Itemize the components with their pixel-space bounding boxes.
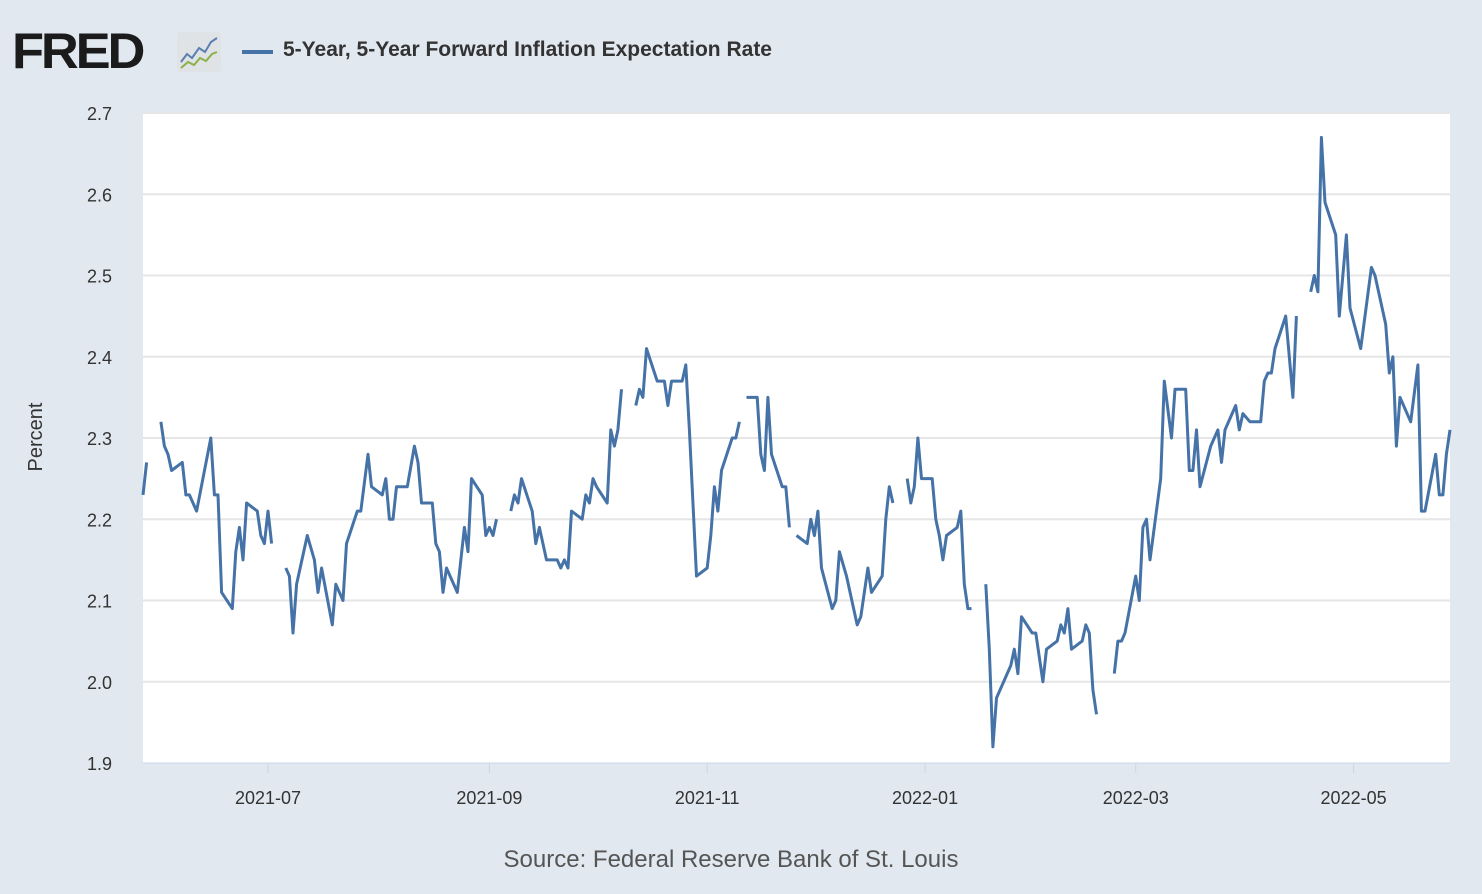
y-tick-label: 2.7 (87, 104, 112, 124)
series-line-segment (284, 444, 498, 635)
y-tick-label: 2.0 (87, 673, 112, 693)
x-tick-label: 2021-09 (456, 788, 522, 808)
series-line-segment (141, 462, 149, 496)
x-tick-label: 2021-11 (675, 788, 740, 808)
series-line-segment (905, 436, 972, 611)
series-line-segment (159, 421, 274, 611)
y-axis-label: Percent (25, 402, 47, 471)
y-tick-label: 2.2 (87, 510, 112, 530)
series-line-segment (984, 584, 1098, 749)
line-chart-icon (177, 32, 221, 72)
x-tick-label: 2022-03 (1103, 788, 1169, 808)
y-tick-label: 2.3 (87, 429, 112, 449)
series-line-segment (634, 347, 741, 578)
x-tick-label: 2022-01 (892, 788, 958, 808)
y-tick-label: 1.9 (87, 754, 112, 774)
source-note: Source: Federal Reserve Bank of St. Loui… (503, 846, 959, 873)
fred-logo[interactable]: FRED (12, 23, 145, 79)
y-tick-label: 2.5 (87, 267, 112, 287)
x-tick-label: 2021-07 (235, 788, 301, 808)
y-tick-label: 2.6 (87, 185, 112, 205)
x-tick-label: 2022-05 (1321, 788, 1387, 808)
series-line-segment (1112, 314, 1298, 674)
series-line-segment (1309, 135, 1452, 513)
legend-label: 5-Year, 5-Year Forward Inflation Expecta… (283, 38, 772, 61)
y-tick-label: 2.4 (87, 348, 112, 368)
series-line-segment (795, 485, 895, 627)
y-tick-label: 2.1 (87, 592, 112, 612)
legend-swatch (242, 50, 273, 54)
series-line-segment (509, 389, 623, 570)
series-line-segment (746, 395, 791, 528)
